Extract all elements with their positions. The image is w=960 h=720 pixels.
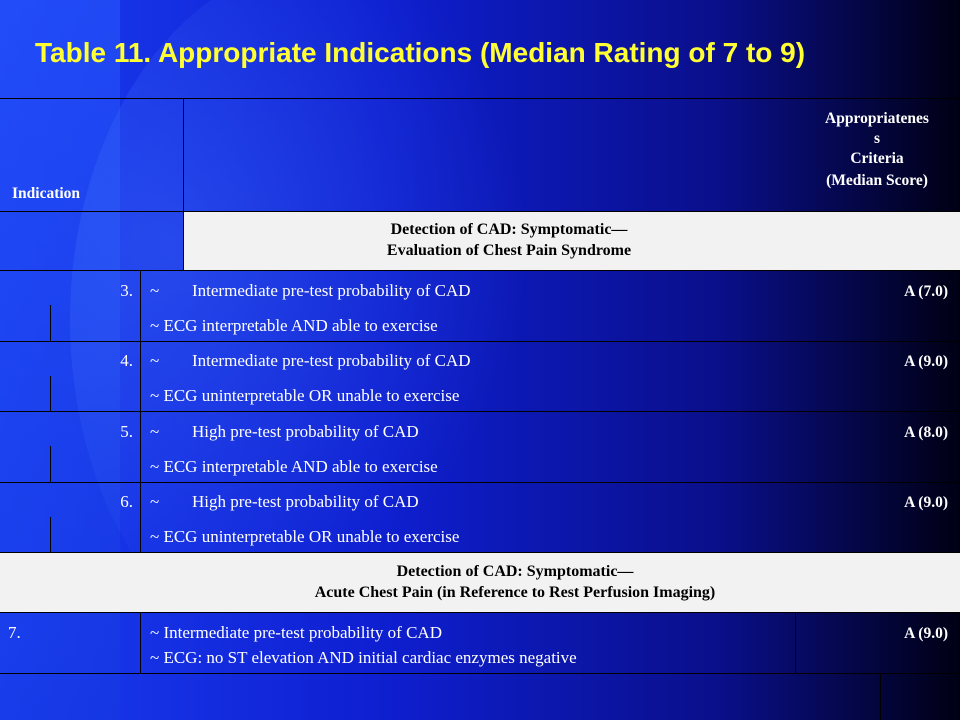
section-band xyxy=(184,212,960,270)
table-border xyxy=(50,305,51,341)
section-heading-line: Evaluation of Chest Pain Syndrome xyxy=(386,242,632,259)
row-text: High pre-test probability of CAD xyxy=(192,422,419,441)
row-number: 5. xyxy=(120,422,133,441)
row-text: Intermediate pre-test probability of CAD xyxy=(192,351,471,370)
table-border xyxy=(880,673,881,720)
row-text: ~ Intermediate pre-test probability of C… xyxy=(150,623,442,642)
header-indication: Indication xyxy=(12,185,81,202)
section-heading-line: Detection of CAD: Symptomatic— xyxy=(396,563,634,580)
row-mark: ~ xyxy=(150,351,160,370)
row-mark: ~ xyxy=(150,492,160,511)
header-criteria-line: Appropriatenes xyxy=(825,110,929,127)
row-score: A (9.0) xyxy=(904,353,948,370)
table-border xyxy=(50,517,51,552)
table-border xyxy=(50,376,51,411)
row-score: A (8.0) xyxy=(904,424,948,441)
row-text: ~ ECG uninterpretable OR unable to exerc… xyxy=(150,527,460,546)
row-number: 7. xyxy=(8,623,21,642)
section-heading-line: Detection of CAD: Symptomatic— xyxy=(390,221,628,238)
table-border xyxy=(0,552,960,553)
row-score: A (9.0) xyxy=(904,625,948,642)
section-band xyxy=(0,553,960,612)
section-heading: Detection of CAD: Symptomatic— Acute Che… xyxy=(0,561,960,603)
row-score: A (9.0) xyxy=(904,494,948,511)
row-text: High pre-test probability of CAD xyxy=(192,492,419,511)
table-border xyxy=(0,411,960,412)
header-criteria: Appropriatenes s Criteria (Median Score) xyxy=(798,108,956,192)
table-border xyxy=(0,482,960,483)
header-criteria-line: Criteria xyxy=(850,150,904,167)
row-text: ~ ECG: no ST elevation AND initial cardi… xyxy=(150,648,577,667)
table-border xyxy=(0,612,960,613)
table-border xyxy=(140,270,141,552)
table-border xyxy=(0,211,960,212)
row-number: 6. xyxy=(120,492,133,511)
table-border xyxy=(50,446,51,482)
table-border xyxy=(795,612,796,673)
table-border xyxy=(0,673,960,674)
header-criteria-line: (Median Score) xyxy=(826,172,928,189)
section-heading-line: Acute Chest Pain (in Reference to Rest P… xyxy=(314,584,716,601)
row-text: ~ ECG interpretable AND able to exercise xyxy=(150,457,438,476)
table-border xyxy=(0,341,960,342)
row-text: Intermediate pre-test probability of CAD xyxy=(192,281,471,300)
row-mark: ~ xyxy=(150,281,160,300)
row-text: ~ ECG interpretable AND able to exercise xyxy=(150,316,438,335)
table-border xyxy=(0,98,960,99)
header-criteria-line: s xyxy=(873,130,881,147)
table-border xyxy=(183,211,184,270)
section-heading: Detection of CAD: Symptomatic— Evaluatio… xyxy=(184,219,834,261)
slide-title: Table 11. Appropriate Indications (Media… xyxy=(35,37,806,68)
table-border xyxy=(140,612,141,673)
row-mark: ~ xyxy=(150,422,160,441)
row-score: A (7.0) xyxy=(904,283,948,300)
row-number: 3. xyxy=(120,281,133,300)
row-text: ~ ECG uninterpretable OR unable to exerc… xyxy=(150,386,460,405)
table-border xyxy=(0,270,960,271)
table-border xyxy=(183,98,184,211)
row-number: 4. xyxy=(120,351,133,370)
